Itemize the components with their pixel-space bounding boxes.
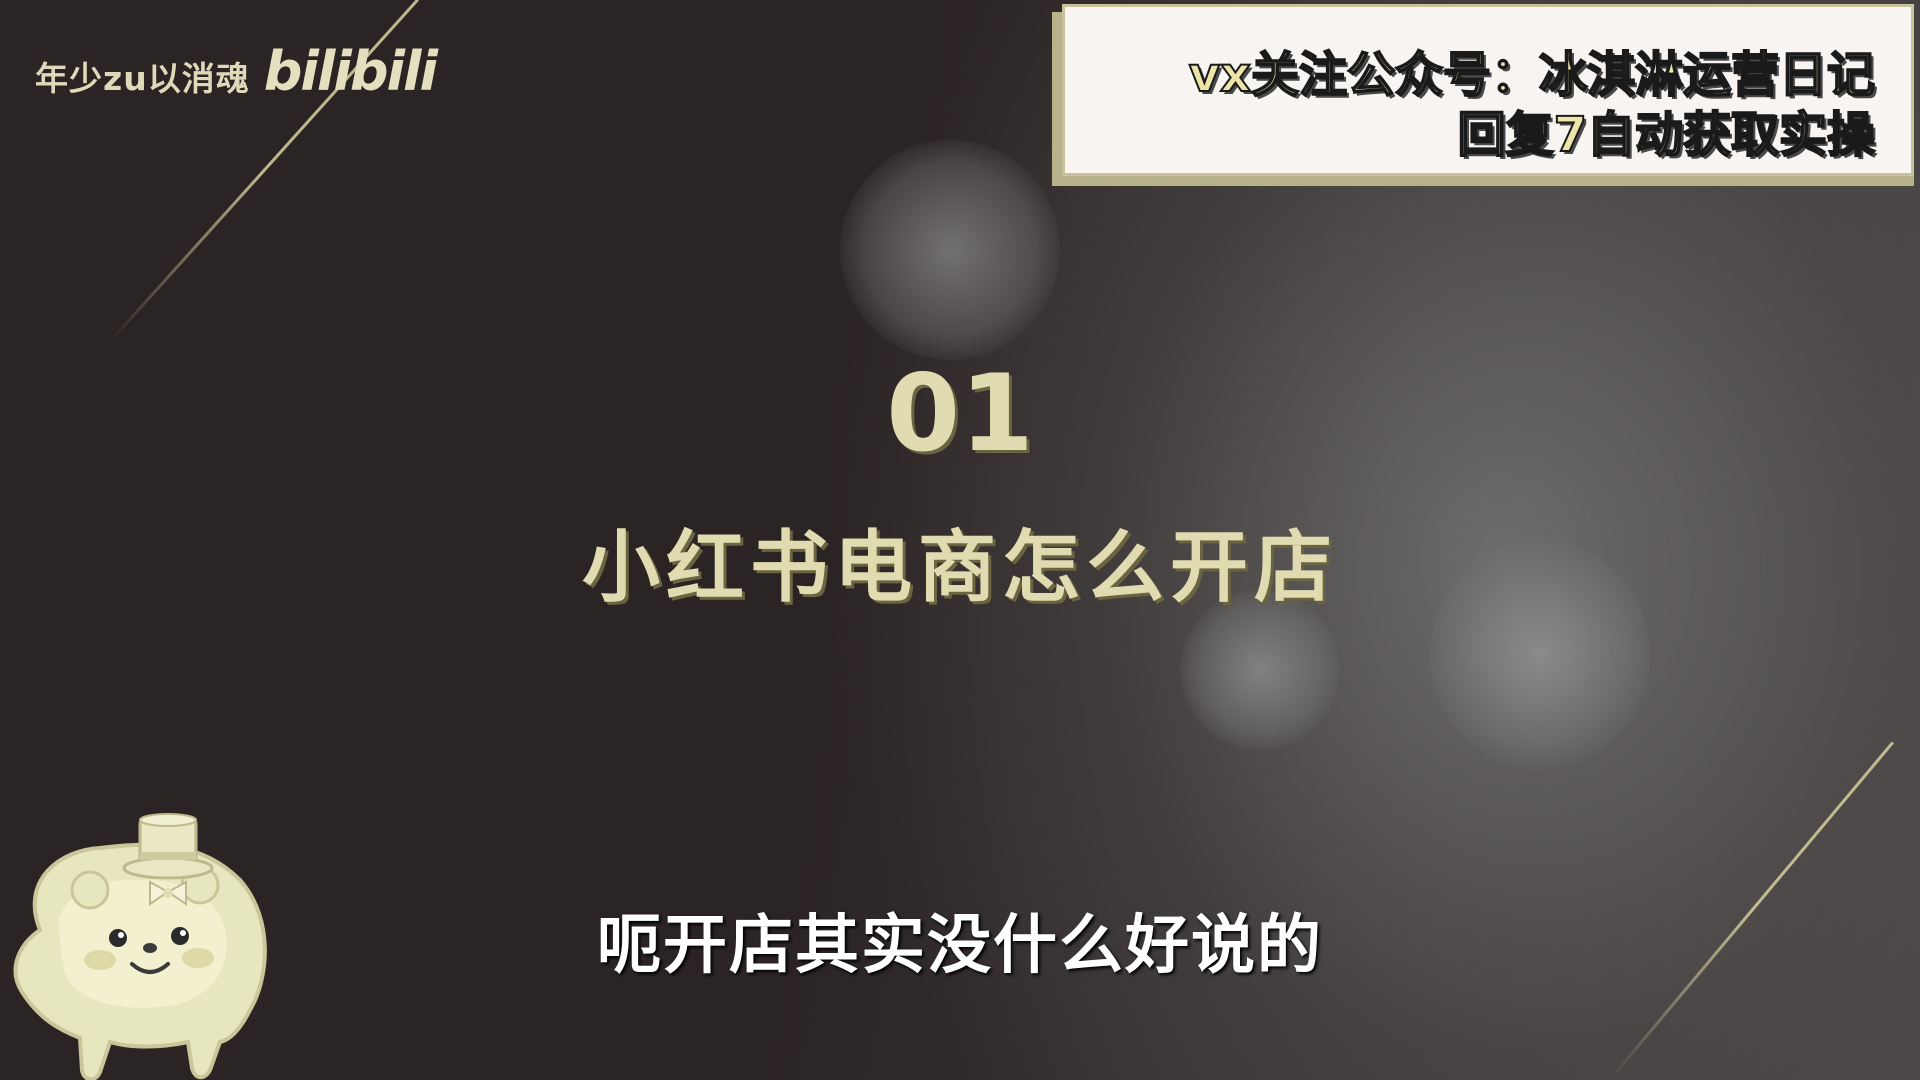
bear-mascot-icon — [13, 813, 267, 1080]
bokeh-circle — [1180, 590, 1340, 750]
bilibili-logo: bilibili — [263, 40, 438, 103]
channel-name: 年少zu以消魂 — [35, 59, 250, 98]
promo-line-2: 回复7自动获取实操 — [1457, 106, 1876, 164]
section-number: 01 — [886, 352, 1034, 475]
channel-watermark: 年少zu以消魂 bilibili — [35, 40, 438, 103]
section-title: 小红书电商怎么开店 — [581, 523, 1338, 613]
subtitle-caption: 呃开店其实没什么好说的 — [597, 909, 1323, 983]
bokeh-circle — [1430, 540, 1650, 770]
promo-box: vx关注公众号：冰淇淋运营日记 回复7自动获取实操 — [1062, 4, 1914, 176]
promo-line-1: vx关注公众号：冰淇淋运营日记 — [1188, 46, 1876, 104]
bokeh-circle — [840, 140, 1060, 360]
